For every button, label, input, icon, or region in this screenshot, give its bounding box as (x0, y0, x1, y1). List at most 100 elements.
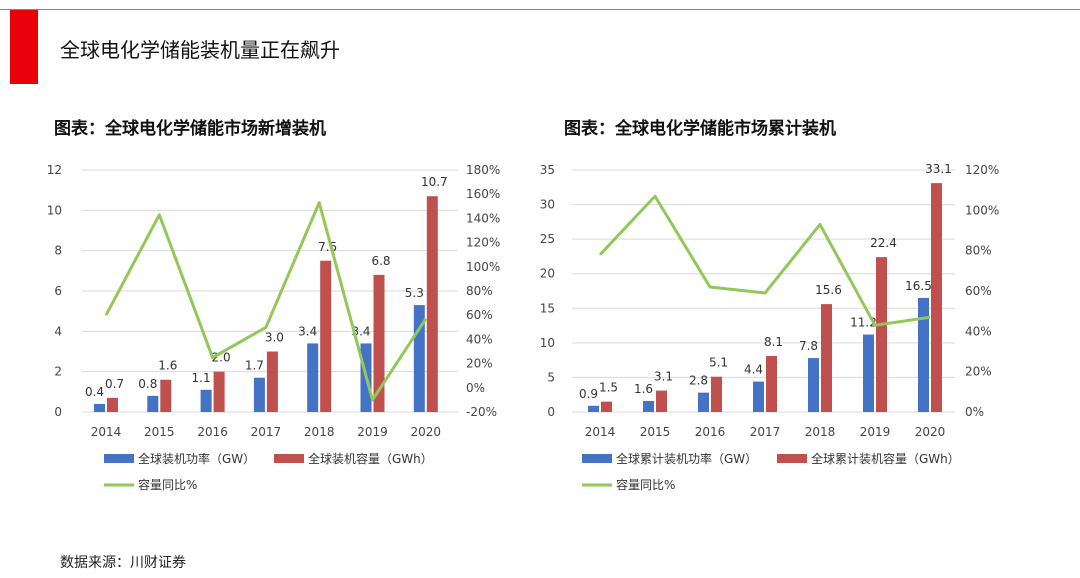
bar-power (200, 389, 212, 412)
legend-label: 容量同比% (138, 477, 197, 492)
y-tick-label: 8 (54, 244, 62, 258)
legend-label: 全球装机容量（GWh） (308, 451, 433, 466)
x-tick-label: 2015 (640, 425, 671, 439)
x-tick-label: 2020 (411, 425, 442, 439)
x-tick-label: 2019 (357, 425, 388, 439)
y2-tick-label: 100% (965, 203, 999, 217)
data-label-power: 7.8 (799, 339, 818, 353)
y2-tick-label: 80% (466, 284, 493, 298)
bar-power (94, 403, 105, 412)
chart-new-installations: 0 2 4 6 8 10 12 -20% 0% 20% 40% 60% 80% 100% 120% 140% 1… (47, 163, 501, 492)
y2-tick-label: 60% (466, 308, 493, 322)
bar-power (307, 343, 319, 412)
legend-label: 全球装机功率（GW） (138, 451, 255, 466)
y-tick-label: 2 (54, 365, 62, 379)
data-label-capacity: 10.7 (421, 175, 448, 189)
data-label-power: 1.6 (634, 382, 653, 396)
data-label-capacity: 3.1 (654, 370, 673, 384)
data-source-note: 数据来源：川财证券 (60, 555, 186, 571)
x-tick-label: 2016 (695, 425, 726, 439)
line-yoy-growth (104, 201, 428, 402)
y2-tick-label: 60% (965, 284, 992, 298)
y2-tick-label: 20% (466, 357, 493, 371)
x-tick-label: 2020 (915, 425, 946, 439)
data-label-capacity: 1.6 (158, 359, 177, 373)
page-title: 全球电化学储能装机量正在飙升 (60, 38, 340, 62)
y-tick-label: 0 (54, 405, 62, 419)
chart-title-new-installations: 图表：全球电化学储能市场新增装机 (54, 119, 326, 139)
data-label-capacity: 33.1 (925, 162, 952, 176)
y-tick-label: 6 (54, 284, 62, 298)
y-tick-label: 10 (540, 336, 555, 350)
bar-capacity (320, 260, 332, 412)
legend-swatch (274, 454, 304, 463)
y2-tick-label: 40% (965, 324, 992, 338)
header-accent-bar (10, 10, 38, 84)
data-label-power: 0.9 (579, 387, 598, 401)
y-tick-label: 25 (540, 232, 555, 246)
y2-tick-label: 140% (466, 211, 500, 225)
header-divider (0, 9, 1080, 10)
data-label-capacity: 5.1 (709, 356, 728, 370)
bar-capacity (160, 379, 172, 412)
x-tick-label: 2014 (585, 425, 616, 439)
y2-tick-label: 80% (965, 244, 992, 258)
x-tick-label: 2016 (197, 425, 228, 439)
bar-capacity (821, 304, 832, 412)
y2-tick-label: 0% (466, 381, 485, 395)
bar-capacity (266, 351, 278, 412)
x-tick-label: 2017 (750, 425, 781, 439)
bar-power (753, 381, 764, 412)
data-label-power: 16.5 (905, 279, 932, 293)
bar-power (413, 305, 425, 412)
legend-swatch (777, 454, 807, 463)
x-tick-label: 2018 (304, 425, 335, 439)
line-yoy-growth (598, 194, 931, 327)
y-tick-label: 0 (547, 405, 555, 419)
bar-power (253, 377, 265, 412)
y2-tick-label: 40% (466, 332, 493, 346)
bar-power (808, 358, 819, 412)
bar-capacity (876, 257, 887, 412)
data-label-capacity: 8.1 (764, 335, 783, 349)
y2-tick-label: 180% (466, 163, 500, 177)
bar-power (588, 405, 599, 412)
y2-tick-label: -20% (466, 405, 497, 419)
bar-capacity (601, 401, 612, 412)
bar-power (643, 400, 654, 412)
y-tick-label: 20 (540, 267, 555, 281)
y-tick-label: 4 (54, 324, 62, 338)
bar-power (918, 297, 929, 412)
x-tick-label: 2015 (144, 425, 175, 439)
data-label-capacity: 1.5 (599, 381, 618, 395)
bar-capacity (213, 371, 225, 412)
data-label-capacity: 0.7 (105, 377, 124, 391)
y2-tick-label: 0% (965, 405, 984, 419)
y-tick-label: 15 (540, 301, 555, 315)
legend-swatch (582, 454, 612, 463)
bar-power (863, 334, 874, 412)
legend-swatch (104, 454, 134, 463)
bar-capacity (426, 196, 438, 412)
data-label-capacity: 3.0 (265, 331, 284, 345)
y2-tick-label: 20% (965, 365, 992, 379)
bar-power (147, 395, 159, 412)
data-label-power: 0.4 (85, 385, 104, 399)
data-label-power: 2.8 (689, 374, 708, 388)
y2-tick-label: 120% (965, 163, 999, 177)
data-label-power: 5.3 (405, 286, 424, 300)
chart-title-cumulative-installations: 图表：全球电化学储能市场累计装机 (564, 119, 836, 139)
bar-capacity (711, 376, 722, 412)
bar-capacity (107, 397, 118, 412)
x-tick-label: 2014 (91, 425, 122, 439)
bar-capacity (373, 274, 385, 412)
y2-tick-label: 120% (466, 236, 500, 250)
y-tick-label: 12 (47, 163, 62, 177)
bar-power (698, 392, 709, 412)
bar-capacity (656, 390, 667, 412)
y2-tick-label: 160% (466, 187, 500, 201)
legend-label: 容量同比% (616, 477, 675, 492)
data-label-capacity: 15.6 (815, 283, 842, 297)
y-tick-label: 30 (540, 198, 555, 212)
